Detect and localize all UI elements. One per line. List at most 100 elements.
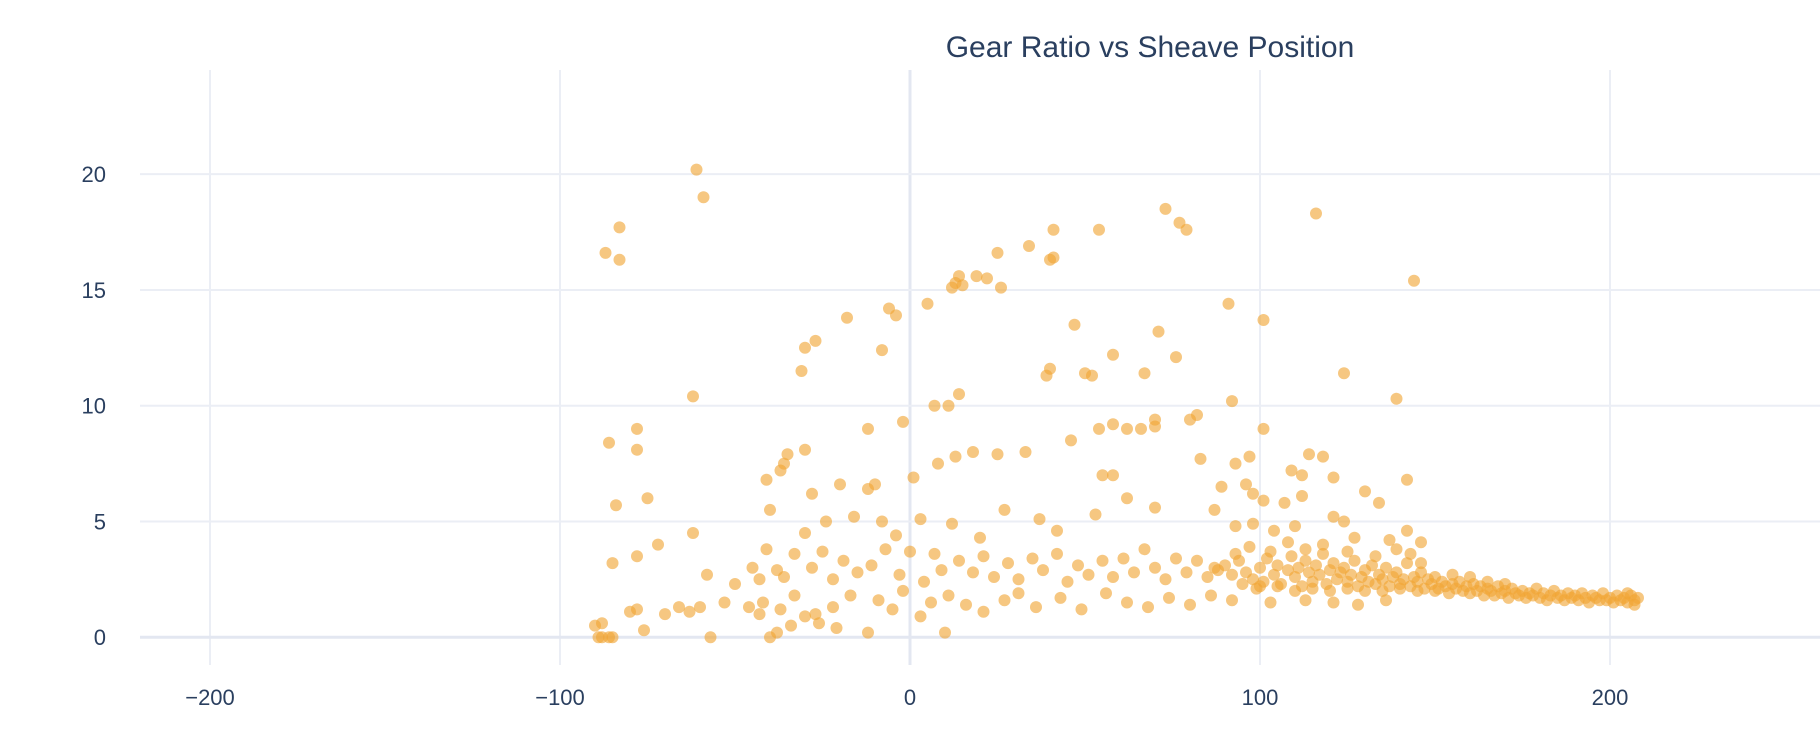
scatter-point: [760, 473, 773, 486]
scatter-point: [1135, 422, 1147, 435]
scatter-point: [893, 568, 906, 581]
scatter-point: [897, 584, 909, 597]
scatter-point: [998, 594, 1011, 607]
scatter-point: [806, 561, 818, 574]
scatter-point: [687, 527, 699, 539]
scatter-point: [953, 554, 965, 567]
scatter-point: [1121, 492, 1133, 505]
scatter-point: [1299, 543, 1312, 556]
scatter-point: [946, 517, 958, 530]
scatter-point: [1100, 587, 1112, 600]
scatter-point: [851, 566, 864, 579]
scatter-point: [809, 608, 822, 621]
scatter-point: [1481, 575, 1494, 588]
scatter-point: [907, 471, 920, 484]
scatter-point: [1310, 207, 1322, 220]
scatter-point: [1093, 223, 1105, 236]
scatter-point: [1282, 536, 1294, 549]
scatter-point: [1289, 571, 1301, 583]
scatter-point: [844, 589, 857, 602]
scatter-point: [1446, 568, 1459, 581]
scatter-point: [1082, 568, 1095, 581]
scatter-point: [1065, 434, 1077, 447]
scatter-point: [1247, 517, 1259, 530]
scatter-point: [1289, 520, 1301, 533]
scatter-point: [1376, 584, 1389, 597]
scatter-point: [1296, 469, 1308, 482]
scatter-point: [781, 448, 794, 461]
scatter-point: [809, 334, 822, 347]
scatter-point: [1138, 367, 1151, 380]
scatter-point: [1012, 587, 1025, 600]
scatter-point: [1240, 478, 1252, 491]
scatter-point: [942, 399, 955, 412]
scatter-point: [799, 527, 811, 539]
scatter-point: [1236, 578, 1249, 590]
scatter-point: [1068, 318, 1081, 331]
scatter-point: [1226, 395, 1238, 408]
scatter-point: [1499, 578, 1511, 590]
scatter-point: [970, 270, 983, 283]
scatter-point: [813, 617, 825, 630]
scatter-point: [834, 478, 846, 491]
scatter-point: [981, 272, 993, 285]
scatter-point: [641, 492, 654, 505]
scatter-point: [995, 281, 1007, 294]
scatter-point: [1107, 348, 1119, 361]
scatter-point: [991, 246, 1004, 259]
scatter-point: [1327, 510, 1340, 523]
scatter-point: [1401, 473, 1413, 486]
scatter-point: [1341, 582, 1354, 595]
scatter-point: [1107, 571, 1119, 583]
scatter-point: [1243, 450, 1256, 463]
scatter-point: [1229, 520, 1242, 533]
scatter-point: [1628, 598, 1641, 611]
scatter-point: [1380, 561, 1392, 574]
scatter-point: [746, 561, 759, 574]
scatter-point: [914, 513, 927, 526]
scatter-point: [827, 601, 839, 614]
scatter-point: [1229, 547, 1242, 560]
scatter-point: [1152, 325, 1165, 338]
scatter-point: [771, 626, 783, 639]
scatter-point: [1107, 469, 1119, 482]
scatter-point: [918, 575, 930, 588]
scatter-point: [638, 624, 650, 637]
scatter-point: [1002, 557, 1014, 570]
y-tick-label: 10: [82, 394, 106, 419]
scatter-point: [1096, 554, 1109, 567]
scatter-point: [1026, 552, 1039, 565]
scatter-point: [1401, 557, 1413, 570]
scatter-point: [757, 596, 769, 609]
scatter-point: [753, 573, 766, 586]
scatter-point: [816, 545, 829, 558]
scatter-point: [1264, 545, 1277, 558]
scatter-point: [1054, 591, 1067, 604]
data-series: [589, 163, 1644, 644]
scatter-point: [953, 388, 965, 401]
y-tick-label: 0: [94, 625, 106, 650]
scatter-point: [890, 529, 902, 542]
scatter-point: [683, 605, 696, 618]
scatter-point: [1324, 584, 1336, 597]
scatter-point: [1072, 559, 1084, 572]
scatter-point: [1383, 534, 1396, 546]
scatter-point: [799, 443, 811, 456]
scatter-point: [820, 515, 832, 528]
scatter-point: [1142, 601, 1154, 614]
scatter-point: [1170, 351, 1182, 364]
scatter-point: [1327, 557, 1340, 570]
scatter-point: [1093, 422, 1105, 435]
scatter-point: [935, 564, 948, 577]
scatter-point: [1205, 589, 1217, 602]
scatter-point: [697, 191, 710, 204]
scatter-point: [1219, 559, 1231, 572]
scatter-point: [949, 450, 962, 463]
axes: −200 −100 0 100 200 0 5 10 15 20: [82, 162, 1629, 710]
scatter-point: [1247, 487, 1259, 500]
scatter-point: [704, 631, 717, 644]
scatter-point: [991, 448, 1004, 461]
scatter-point: [788, 589, 801, 602]
scatter-point: [1184, 598, 1196, 611]
scatter-point: [1404, 547, 1417, 560]
